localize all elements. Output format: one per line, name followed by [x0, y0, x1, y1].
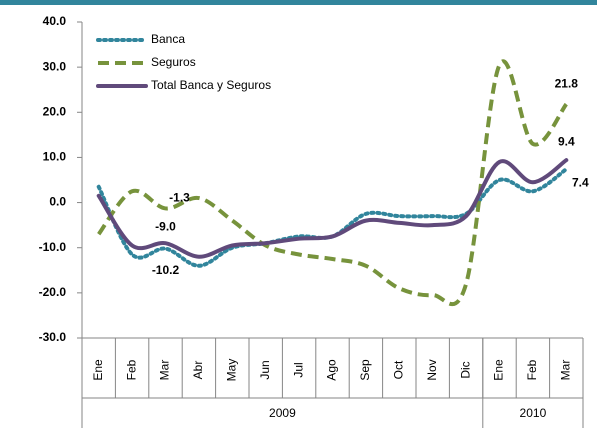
- series-line: [96, 167, 569, 268]
- y-tick-label: 10.0: [43, 150, 67, 164]
- y-tick-label: 0.0: [49, 195, 66, 209]
- data-label: -10.2: [152, 263, 180, 277]
- x-tick-label: Ago: [325, 359, 339, 381]
- y-tick-label: 20.0: [43, 104, 67, 118]
- top-bar: [0, 0, 597, 5]
- x-tick-label: Jun: [258, 360, 272, 379]
- group-label: 2010: [520, 406, 547, 420]
- legend-label: Banca: [151, 32, 185, 46]
- y-tick-label: -20.0: [39, 285, 67, 299]
- x-tick-label: Sep: [358, 359, 372, 381]
- x-tick-label: Abr: [191, 361, 205, 380]
- legend-label: Seguros: [151, 55, 196, 69]
- x-tick-label: Feb: [124, 359, 138, 380]
- x-tick-label: May: [224, 359, 238, 382]
- group-label: 2009: [269, 406, 296, 420]
- x-tick-label: Jul: [291, 362, 305, 377]
- x-tick-label: Mar: [558, 360, 572, 381]
- y-tick-label: 30.0: [43, 59, 67, 73]
- x-tick-label: Ene: [91, 359, 105, 381]
- y-tick-label: -10.0: [39, 240, 67, 254]
- x-tick-label: Dic: [458, 361, 472, 378]
- series-line: [96, 158, 569, 259]
- data-label: 7.4: [572, 175, 589, 189]
- x-tick-label: Nov: [425, 359, 439, 380]
- data-label: -1.3: [169, 191, 190, 205]
- data-label: 9.4: [558, 134, 575, 148]
- y-tick-label: 40.0: [43, 14, 67, 28]
- data-label: -9.0: [155, 219, 176, 233]
- x-tick-label: Ene: [492, 359, 506, 381]
- legend-label: Total Banca y Seguros: [151, 78, 271, 92]
- x-tick-label: Feb: [525, 359, 539, 380]
- data-label: 21.8: [555, 76, 579, 90]
- x-tick-label: Mar: [158, 360, 172, 381]
- x-tick-label: Oct: [391, 360, 405, 379]
- y-tick-label: -30.0: [39, 330, 67, 344]
